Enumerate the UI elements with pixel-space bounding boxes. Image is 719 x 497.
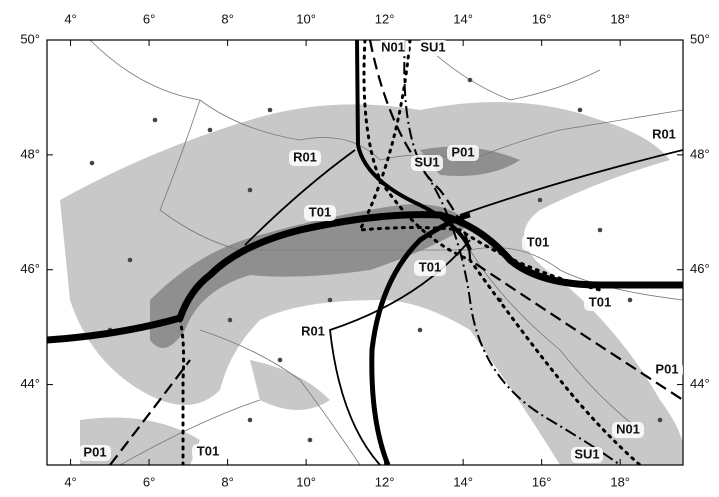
stations	[89, 77, 663, 443]
label-bg	[377, 40, 409, 56]
lon-label: 14°	[453, 11, 473, 26]
profile-label: N01	[381, 39, 405, 54]
profile-label: T01	[527, 234, 549, 249]
high-terrain	[150, 146, 520, 348]
profile-label: SU1	[574, 446, 599, 461]
lon-label: 6°	[143, 474, 155, 489]
profile-label: P01	[655, 361, 678, 376]
profile-label: T01	[419, 259, 441, 274]
lon-label: 12°	[375, 11, 395, 26]
label-bg	[192, 444, 224, 460]
profiles	[47, 40, 683, 465]
frame	[46, 39, 684, 466]
lon-label: 16°	[532, 474, 552, 489]
lon-label: 18°	[610, 474, 630, 489]
profile-label: T01	[197, 443, 219, 458]
profile-label: SU1	[420, 39, 445, 54]
profile-label: N01	[616, 421, 640, 436]
label-bg	[79, 445, 111, 461]
lat-label: 44°	[690, 376, 710, 391]
lat-label: 50°	[690, 31, 710, 46]
lon-label: 12°	[375, 474, 395, 489]
lon-label: 8°	[221, 11, 233, 26]
borders	[89, 40, 683, 465]
lon-label: 4°	[64, 474, 76, 489]
label-bg	[297, 324, 329, 340]
label-bg	[414, 260, 446, 276]
lat-label: 48°	[690, 146, 710, 161]
profile-label: P01	[451, 144, 474, 159]
profile-label: P01	[83, 444, 106, 459]
label-bg	[651, 362, 683, 378]
label-bg	[648, 127, 680, 143]
lon-label: 16°	[532, 11, 552, 26]
lon-label: 4°	[64, 11, 76, 26]
map-body	[47, 40, 683, 465]
lon-label: 14°	[453, 474, 473, 489]
lon-label: 18°	[610, 11, 630, 26]
profile-label: T01	[309, 204, 331, 219]
lat-label: 46°	[20, 261, 40, 276]
ticks: 4° 4° 6° 6° 8° 8° 10° 10° 12° 12° 14° 14° 16° 16° 18° 1…	[20, 11, 709, 489]
profile-label: R01	[652, 126, 676, 141]
lat-label: 44°	[20, 376, 40, 391]
label-bg	[411, 155, 443, 171]
lat-label: 48°	[20, 146, 40, 161]
label-bg	[447, 145, 479, 161]
lon-label: 10°	[296, 474, 316, 489]
profile-label: T01	[589, 294, 611, 309]
profile-label: R01	[301, 323, 325, 338]
lon-label: 8°	[221, 474, 233, 489]
lon-label: 10°	[296, 11, 316, 26]
lat-label: 50°	[20, 31, 40, 46]
profile-labels: N01 SU1 R01 R01 SU1 P01 T01 T01 T01 T01 R01 P01 N01 S…	[79, 39, 683, 463]
profile-label: R01	[293, 149, 317, 164]
lat-label: 46°	[690, 261, 710, 276]
label-bg	[584, 295, 616, 311]
label-bg	[612, 422, 644, 438]
label-bg	[289, 150, 321, 166]
profile-label: SU1	[414, 154, 439, 169]
label-bg	[571, 447, 603, 463]
lon-label: 6°	[143, 11, 155, 26]
label-bg	[417, 40, 449, 56]
label-bg	[522, 235, 554, 251]
label-bg	[304, 205, 336, 221]
